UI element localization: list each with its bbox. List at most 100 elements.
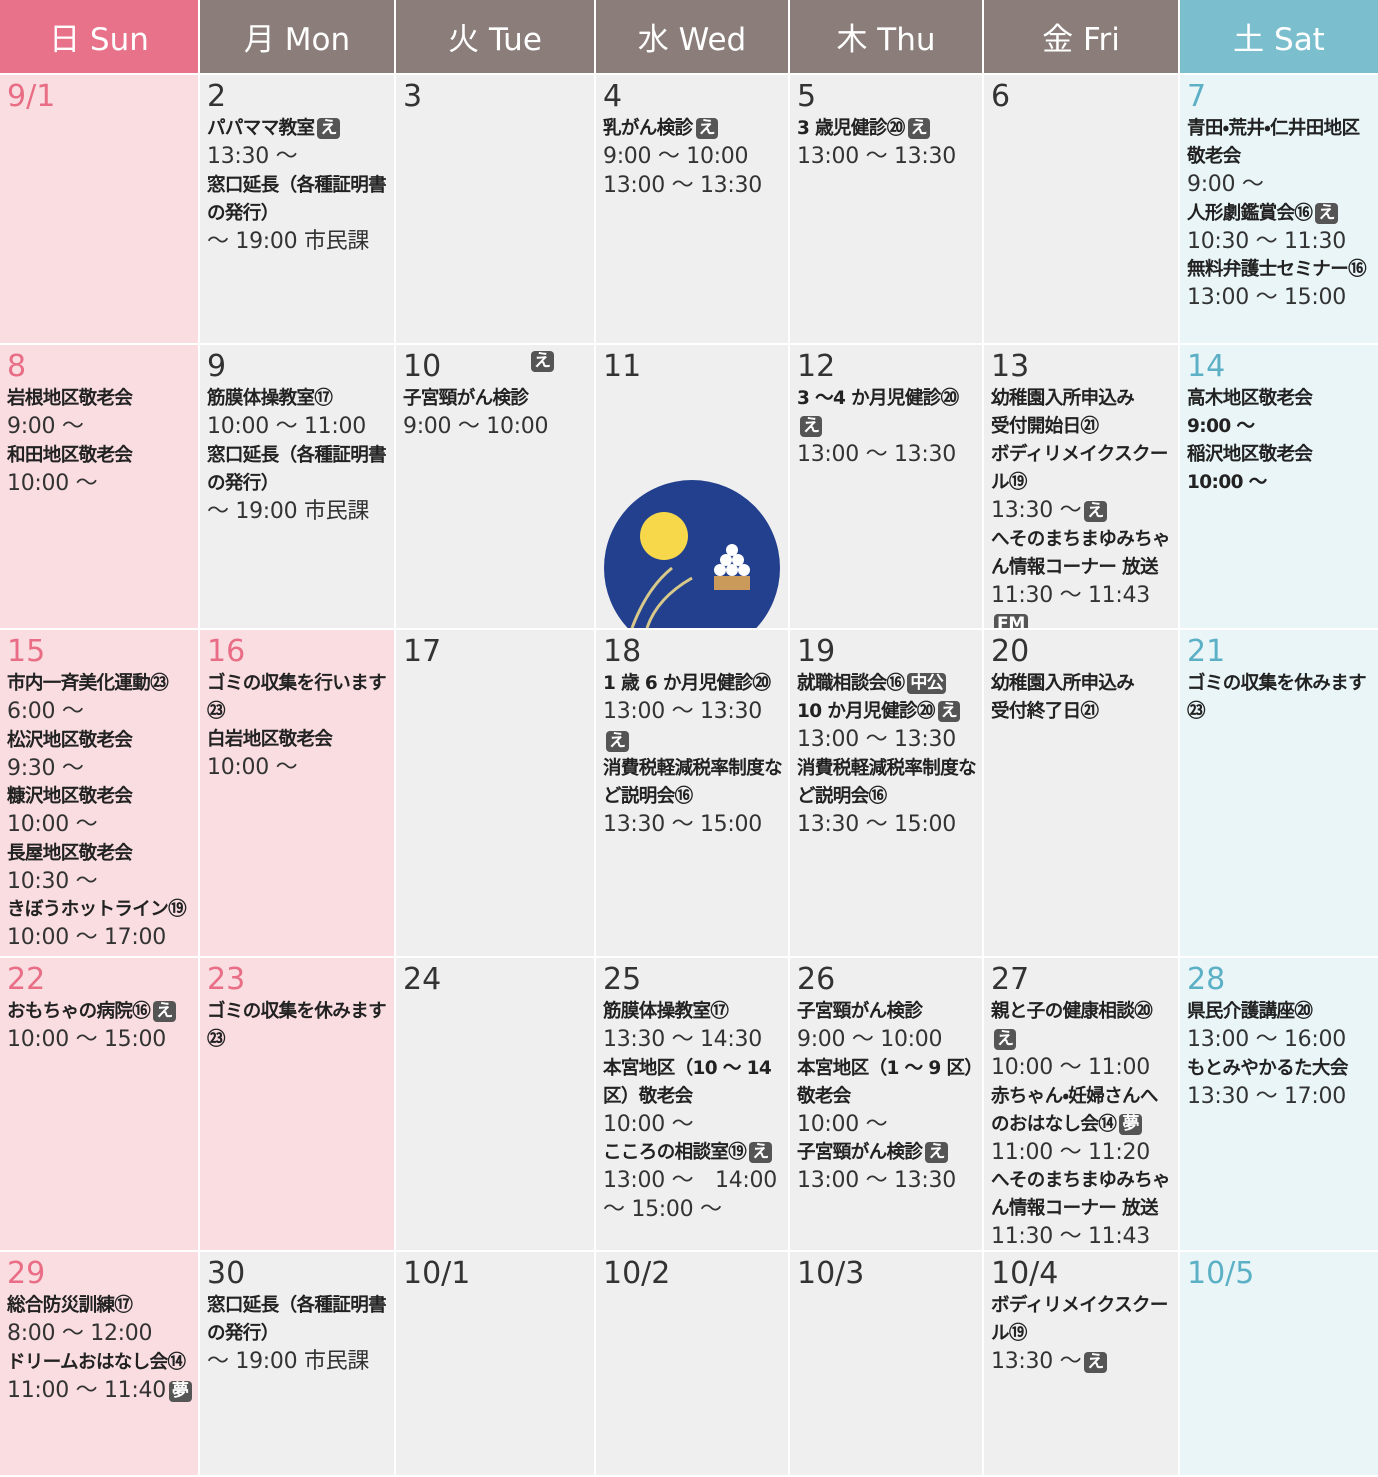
text: きぼうホットライン⑲ — [7, 899, 187, 920]
date: 5 — [797, 79, 817, 114]
day-cell: 12 3 ～4 か月児健診⑳ え 13:00 ～ 13:30 — [790, 345, 982, 628]
event-time: 9:00 ～ — [1187, 171, 1372, 200]
event-time: 11:00 ～ 11:40 夢 — [7, 1377, 192, 1406]
day-header: 土 Sat — [1180, 0, 1378, 73]
day-cell: 19 就職相談会⑯ 中公 10 か月児健診⑳ え 13:00 ～ 13:30 消費税軽減税率… — [790, 630, 982, 956]
date: 25 — [603, 962, 642, 997]
text: 13:00 ～ 15:00 — [1187, 285, 1346, 310]
badge: え — [749, 1142, 772, 1163]
text: 子宮頸がん検診 — [797, 1001, 923, 1022]
date: 24 — [403, 962, 442, 997]
text: 乳がん検診 — [603, 118, 693, 139]
date: 18 — [603, 634, 642, 669]
event-title: 3 歳児健診⑳ え — [797, 115, 976, 143]
text: 子宮頸がん検診 — [797, 1142, 923, 1163]
badge: え — [695, 118, 718, 139]
text: 10:00 ～ 11:00 — [991, 1055, 1150, 1080]
date: 2 — [207, 79, 227, 114]
day-cell: 2 パパママ教室え 13:30 ～窓口延長（各種証明書の発行）～ 19:00 市民課 — [200, 75, 394, 343]
text: 9:00 ～ — [7, 414, 84, 439]
badge: え — [994, 1029, 1017, 1050]
event-time: ～ 19:00 市民課 — [207, 228, 388, 257]
day-cell: 14 高木地区敬老会 9:00 ～ 稲沢地区敬老会 10:00 ～ — [1180, 345, 1378, 628]
text: ボディリメイクスクール⑲ — [991, 1295, 1168, 1344]
event-title: 乳がん検診え — [603, 115, 782, 143]
text: 市内一斉美化運動㉓ — [7, 673, 169, 694]
day-cell: 15 市内一斉美化運動㉓ 6:00 ～ 松沢地区敬老会 9:30 ～ 糠沢地区敬老会 10:… — [0, 630, 198, 956]
day-cell: 3 — [396, 75, 594, 343]
event-title: へそのまちまゆみちゃん情報コーナー 放送 — [991, 526, 1172, 582]
event-time: ～ 19:00 市民課 — [207, 1348, 388, 1377]
event-title: 9:00 ～ — [1187, 413, 1372, 441]
event-title: 子宮頸がん検診え — [797, 1139, 976, 1167]
badge: え — [531, 351, 554, 372]
text: 11:30 ～ 11:43 — [991, 1224, 1150, 1249]
text: 窓口延長（各種証明書の発行） — [207, 444, 387, 494]
date: 17 — [403, 634, 442, 669]
event-time: 10:00 ～ — [7, 811, 192, 840]
text: 無料弁護士セミナー⑯ — [1187, 259, 1367, 280]
event-title: もとみやかるた大会 — [1187, 1055, 1372, 1083]
text: 筋膜体操教室⑰ — [603, 1001, 729, 1022]
event-time: 9:00 ～ 10:00 — [603, 143, 782, 172]
day-cell: 9 筋膜体操教室⑰ 10:00 ～ 11:00 窓口延長（各種証明書の発行） ～ 19:… — [200, 345, 394, 628]
day-header: 月 Mon — [200, 0, 394, 73]
event-time: 10:00 ～ 17:00 — [7, 924, 192, 953]
text: ゴミの収集を休みます㉓ — [1187, 673, 1367, 722]
text: 9:00 ～ — [1187, 416, 1255, 437]
text: 長屋地区敬老会 — [7, 842, 133, 864]
badge: え — [1084, 1352, 1107, 1373]
day-cell: 8 岩根地区敬老会 9:00 ～ 和田地区敬老会 10:00 ～ — [0, 345, 198, 628]
date: 10 — [403, 349, 442, 384]
event-title: 就職相談会⑯ 中公 — [797, 670, 976, 698]
day-cell: 16 ゴミの収集を行います㉓ 白岩地区敬老会 10:00 ～ — [200, 630, 394, 956]
text: 13:30 ～ 15:00 — [797, 811, 956, 837]
text: 松沢地区敬老会 — [7, 729, 133, 751]
event-time: 10:00 ～ — [797, 1111, 976, 1140]
text: 10 か月児健診⑳ — [797, 701, 935, 722]
badge: え — [606, 730, 629, 752]
event-title: 消費税軽減税率制度など説明会⑯ — [603, 755, 783, 811]
text: ～ 19:00 市民課 — [207, 498, 370, 524]
date: 29 — [7, 1256, 46, 1291]
event-title: ゴミの収集を休みます㉓ — [207, 998, 388, 1054]
event-title: 市内一斉美化運動㉓ — [7, 670, 192, 698]
text: 9:00 ～ 10:00 — [797, 1027, 943, 1052]
day-cell: 29 総合防災訓練⑰ 8:00 ～ 12:00 ドリームおはなし会⑭ 11:00 ～ 1… — [0, 1252, 198, 1475]
badge: 夢 — [168, 1380, 192, 1402]
date: 9 — [207, 349, 227, 384]
event-title: 10:00 ～ — [1187, 469, 1372, 497]
text: ～ 19:00 市民課 — [207, 1349, 370, 1374]
event-time: 11:00 ～ 11:20 — [991, 1139, 1172, 1168]
badge: え — [153, 1001, 176, 1022]
text: 13:30 ～ — [207, 144, 298, 169]
event-title: 総合防災訓練⑰ — [7, 1292, 192, 1320]
date: 23 — [207, 962, 246, 997]
event-title: 筋膜体操教室⑰ — [603, 998, 782, 1026]
event-time: 10:00 ～ — [207, 754, 388, 783]
event-time: 13:00 ～ 16:00 — [1187, 1026, 1372, 1055]
event-title: 高木地区敬老会 — [1187, 385, 1372, 413]
event-time: 9:00 ～ 10:00 — [797, 1026, 976, 1055]
date: 30 — [207, 1256, 246, 1291]
text: 青田・荒井・仁井田地区敬老会 — [1187, 118, 1360, 167]
text: もとみやかるた大会 — [1187, 1057, 1348, 1079]
text: 就職相談会⑯ — [797, 673, 905, 694]
text: 9:30 ～ — [7, 755, 84, 781]
date: 27 — [991, 962, 1030, 997]
text: 10:30 ～ — [7, 868, 98, 894]
text: 稲沢地区敬老会 — [1187, 444, 1313, 465]
badge: 中公 — [907, 673, 947, 694]
date: 10/5 — [1187, 1256, 1255, 1291]
text: 1 歳 6 か月児健診⑳ — [603, 673, 771, 694]
text: 和田地区敬老会 — [7, 444, 133, 466]
text: 13:00 ～ 13:30 — [797, 1168, 956, 1193]
date: 4 — [603, 79, 623, 114]
text: 10:30 ～ 11:30 — [1187, 228, 1346, 254]
date: 10/4 — [991, 1256, 1059, 1291]
date: 19 — [797, 634, 836, 669]
event-time: 13:00 ～ 13:30 え — [603, 698, 782, 755]
text: 幼稚園入所申込み 受付開始日㉑ — [991, 388, 1135, 437]
